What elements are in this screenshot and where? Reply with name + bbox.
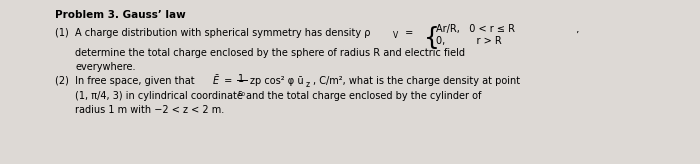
Text: z: z: [306, 80, 310, 89]
Text: ε₀: ε₀: [237, 89, 245, 98]
Text: determine the total charge enclosed by the sphere of radius R and electric field: determine the total charge enclosed by t…: [75, 48, 465, 58]
Text: Problem 3. Gauss’ law: Problem 3. Gauss’ law: [55, 10, 186, 20]
Text: 1: 1: [238, 74, 244, 84]
Text: V: V: [393, 31, 398, 40]
Text: (1)  A charge distribution with spherical symmetry has density ρ: (1) A charge distribution with spherical…: [55, 28, 370, 38]
Text: Ar/R,   0 < r ≤ R: Ar/R, 0 < r ≤ R: [436, 24, 515, 34]
Text: =: =: [221, 76, 235, 86]
Text: , C/m², what is the charge density at point: , C/m², what is the charge density at po…: [313, 76, 520, 86]
Text: 0,          r > R: 0, r > R: [436, 36, 502, 46]
Text: Ē: Ē: [213, 76, 219, 86]
Text: {: {: [424, 26, 440, 50]
Text: everywhere.: everywhere.: [75, 62, 136, 72]
Text: zp cos² φ ū: zp cos² φ ū: [250, 76, 304, 86]
Text: (1, π/4, 3) in cylindrical coordinate and the total charge enclosed by the cylin: (1, π/4, 3) in cylindrical coordinate an…: [75, 91, 482, 101]
Text: =: =: [402, 28, 416, 38]
Text: ’: ’: [573, 31, 580, 41]
Text: radius 1 m with −2 < z < 2 m.: radius 1 m with −2 < z < 2 m.: [75, 105, 224, 115]
Text: (2)  In free space, given that: (2) In free space, given that: [55, 76, 197, 86]
